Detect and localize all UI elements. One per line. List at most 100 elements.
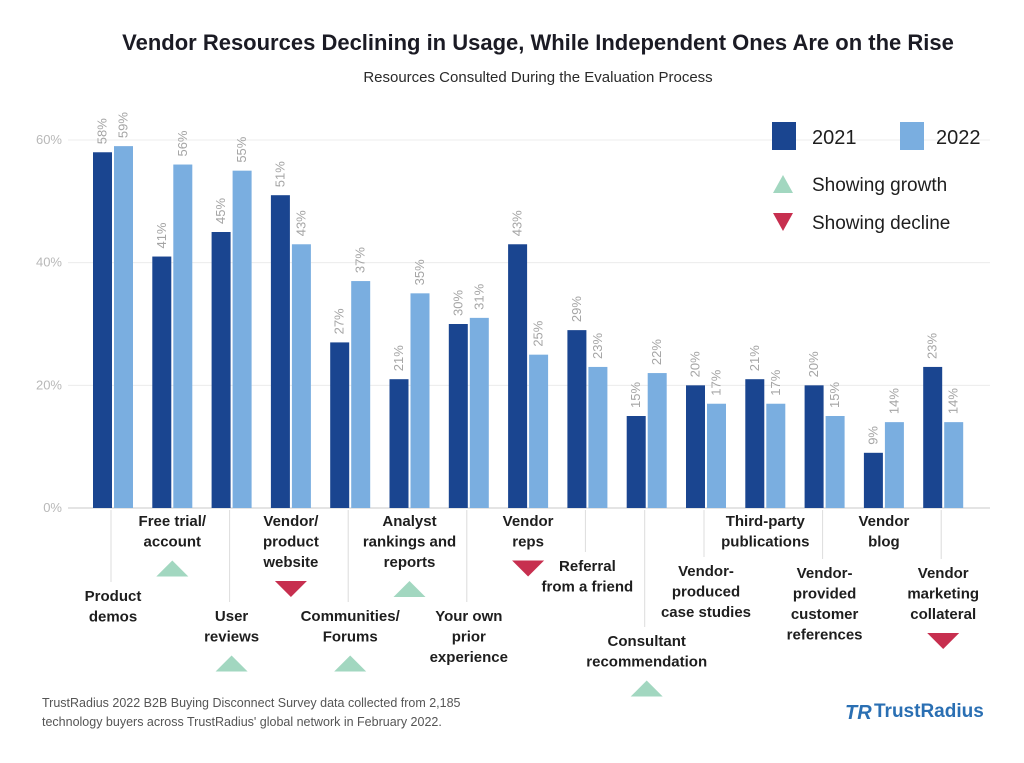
category-label: Vendor marketing collateral xyxy=(907,565,979,623)
value-label: 41% xyxy=(154,222,169,248)
category-label: Your own prior experience xyxy=(430,608,508,666)
growth-triangle-icon xyxy=(334,655,367,672)
bar-2021 xyxy=(804,385,824,508)
value-label: 25% xyxy=(531,320,546,346)
logo-mark-icon: TR xyxy=(845,702,872,724)
value-label: 43% xyxy=(510,210,525,236)
chart-title: Vendor Resources Declining in Usage, Whi… xyxy=(122,30,954,55)
category-label: Vendor-produced case studies xyxy=(661,563,751,621)
value-label: 27% xyxy=(332,308,347,334)
bar-2022 xyxy=(529,354,549,508)
value-label: 45% xyxy=(213,198,228,224)
y-axis-ticks: 0% 20% 40% 60% xyxy=(36,132,62,515)
value-label: 30% xyxy=(450,290,465,316)
value-label: 35% xyxy=(412,259,427,285)
value-label: 9% xyxy=(865,426,880,445)
bar-2021 xyxy=(626,416,646,508)
value-label: 17% xyxy=(768,369,783,395)
value-label: 31% xyxy=(471,283,486,309)
value-label: 59% xyxy=(116,112,131,138)
bar-2022 xyxy=(114,146,133,508)
bar-2021 xyxy=(389,379,409,508)
bar-2021 xyxy=(923,366,943,508)
bar-2022 xyxy=(351,281,371,508)
category-label: Referral from a friend xyxy=(542,558,634,596)
value-label: 55% xyxy=(234,136,249,162)
bar-2022 xyxy=(647,373,667,508)
bar-2021 xyxy=(448,324,468,508)
value-label: 51% xyxy=(272,161,287,187)
bar-2021 xyxy=(686,385,705,508)
value-label: 58% xyxy=(95,118,110,144)
bar-2021 xyxy=(152,256,172,508)
category-label: Communities/Forums xyxy=(301,608,401,646)
category-label: Free trial/account xyxy=(139,513,207,551)
value-label: 17% xyxy=(709,369,724,395)
value-label: 37% xyxy=(353,247,368,273)
category-label: Vendor blog xyxy=(858,513,909,551)
trustradius-logo: TR TrustRadius xyxy=(845,701,984,724)
legend-swatch-2022 xyxy=(900,122,924,150)
category-label: Vendor/product website xyxy=(262,513,319,571)
bar-2022 xyxy=(884,422,904,508)
category-label: Vendor-provided customer references xyxy=(787,565,863,644)
footnote-line-1: TrustRadius 2022 B2B Buying Disconnect S… xyxy=(42,696,461,710)
bar-2022 xyxy=(944,422,964,508)
value-label: 20% xyxy=(688,351,703,377)
value-label: 29% xyxy=(569,296,584,322)
value-label: 43% xyxy=(293,210,308,236)
value-label: 15% xyxy=(827,382,842,408)
growth-triangle-icon xyxy=(156,560,189,577)
value-label: 14% xyxy=(886,388,901,414)
bar-2021 xyxy=(211,232,231,508)
category-label: Third-party publications xyxy=(721,513,809,551)
category-label: Vendor reps xyxy=(503,513,554,551)
legend: 2021 2022 Showing growth Showing decline xyxy=(772,122,981,234)
y-tick-label: 20% xyxy=(36,377,62,392)
y-tick-label: 40% xyxy=(36,255,62,270)
legend-label-2021: 2021 xyxy=(812,127,857,149)
bar-2021 xyxy=(330,342,350,508)
category-label: Consultant recommendation xyxy=(586,633,707,671)
bar-2022 xyxy=(410,293,430,508)
bar-2021 xyxy=(270,195,290,508)
value-label: 23% xyxy=(590,332,605,358)
bar-2022 xyxy=(469,317,489,508)
legend-growth-label: Showing growth xyxy=(812,175,947,196)
legend-swatch-2021 xyxy=(772,122,796,150)
value-label: 22% xyxy=(649,339,664,365)
growth-triangle-icon xyxy=(630,680,663,697)
category-labels: Product demos Free trial/account User review… xyxy=(85,510,979,697)
value-labels: 58% 59% 41% 56% 45% 55% 51% 43% 27% 37% 21% 35% 30% 3… xyxy=(95,112,961,445)
decline-triangle-icon xyxy=(773,213,793,231)
category-label: Product demos xyxy=(85,588,142,626)
bars xyxy=(93,146,964,509)
bar-2021 xyxy=(567,330,587,508)
value-label: 15% xyxy=(628,382,643,408)
value-label: 14% xyxy=(946,388,961,414)
bar-2021 xyxy=(863,452,883,508)
category-label: User reviews xyxy=(204,608,259,646)
value-label: 21% xyxy=(391,345,406,371)
bar-2021 xyxy=(93,152,112,508)
chart-subtitle: Resources Consulted During the Evaluatio… xyxy=(363,69,712,86)
decline-triangle-icon xyxy=(512,560,545,577)
value-label: 56% xyxy=(175,130,190,156)
bar-2022 xyxy=(588,366,608,508)
bar-2021 xyxy=(745,379,765,508)
decline-triangle-icon xyxy=(274,581,307,597)
growth-triangle-icon xyxy=(215,655,248,672)
bar-2022 xyxy=(825,416,845,508)
bar-2022 xyxy=(291,244,311,508)
y-tick-label: 0% xyxy=(43,500,62,515)
logo-wordmark: TrustRadius xyxy=(874,701,984,722)
growth-triangle-icon xyxy=(393,581,426,597)
footnote-line-2: technology buyers across TrustRadius' gl… xyxy=(42,715,442,729)
legend-label-2022: 2022 xyxy=(936,127,981,149)
value-label: 21% xyxy=(747,345,762,371)
legend-decline-label: Showing decline xyxy=(812,213,950,234)
bar-2022 xyxy=(173,164,193,509)
y-tick-label: 60% xyxy=(36,132,62,147)
bar-2022 xyxy=(232,170,252,508)
